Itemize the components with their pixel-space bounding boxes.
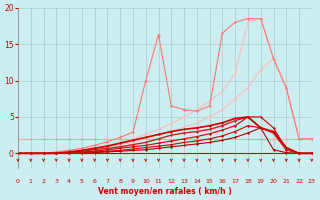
X-axis label: Vent moyen/en rafales ( km/h ): Vent moyen/en rafales ( km/h ) xyxy=(98,187,232,196)
